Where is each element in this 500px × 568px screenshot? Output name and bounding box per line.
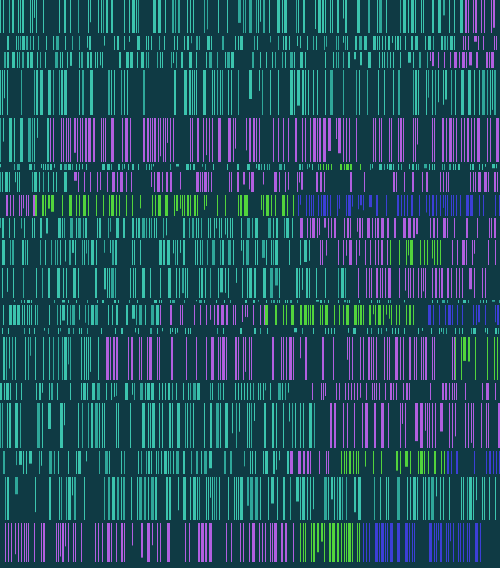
stripe-group bbox=[300, 218, 496, 238]
stripe-group bbox=[330, 403, 500, 448]
stripe-group bbox=[0, 383, 289, 400]
stripe-group bbox=[245, 195, 294, 216]
stripe-group bbox=[363, 523, 481, 562]
stripe-group bbox=[7, 36, 455, 50]
stripe-group bbox=[74, 172, 498, 192]
stripe-group bbox=[265, 305, 414, 325]
stripe-group bbox=[298, 195, 500, 216]
stripe-group bbox=[2, 218, 293, 238]
stripe-group bbox=[10, 240, 274, 265]
stripe-group bbox=[452, 240, 496, 265]
stripe-group bbox=[2, 240, 310, 265]
stripe-group bbox=[5, 523, 294, 562]
stripe-group bbox=[3, 118, 49, 162]
stripe-group bbox=[7, 403, 312, 448]
stripe-group bbox=[0, 403, 315, 448]
stripe-group bbox=[428, 305, 499, 325]
stripe-group bbox=[37, 305, 154, 325]
stripe-group bbox=[50, 118, 499, 162]
stripe-group bbox=[24, 300, 487, 303]
stripe-group bbox=[2, 328, 497, 334]
stripe-group bbox=[7, 52, 414, 68]
stripe-group bbox=[370, 164, 451, 170]
stripe-group bbox=[0, 164, 313, 170]
stripe-group bbox=[6, 337, 71, 380]
stripe-group bbox=[300, 523, 360, 562]
stripe-group bbox=[51, 383, 286, 400]
stripe-group bbox=[290, 451, 329, 474]
stripe-group bbox=[0, 70, 493, 115]
stripe-group bbox=[35, 195, 247, 216]
stripe-group bbox=[2, 172, 67, 192]
stripe-group bbox=[2, 268, 344, 298]
stripe-group bbox=[430, 52, 494, 68]
stripe-group bbox=[0, 172, 44, 192]
stripe-group bbox=[320, 240, 388, 265]
stripe-group bbox=[447, 451, 500, 474]
stripe-group bbox=[0, 218, 285, 238]
stripe-group bbox=[358, 268, 486, 298]
stripe-group bbox=[0, 118, 33, 162]
stripe-group bbox=[341, 451, 445, 474]
stripe-group bbox=[3, 305, 159, 325]
stripe-group bbox=[4, 52, 428, 68]
stripe-group bbox=[3, 451, 245, 474]
stripe-group bbox=[6, 195, 36, 216]
stripe-group bbox=[312, 383, 496, 400]
stripe-group bbox=[320, 164, 361, 170]
stripe-group bbox=[465, 0, 495, 33]
stripe-group bbox=[160, 305, 267, 325]
stripe-group bbox=[372, 164, 497, 170]
stripe-group bbox=[455, 337, 498, 380]
stripe-group bbox=[19, 451, 289, 474]
stripe-group bbox=[18, 36, 448, 50]
